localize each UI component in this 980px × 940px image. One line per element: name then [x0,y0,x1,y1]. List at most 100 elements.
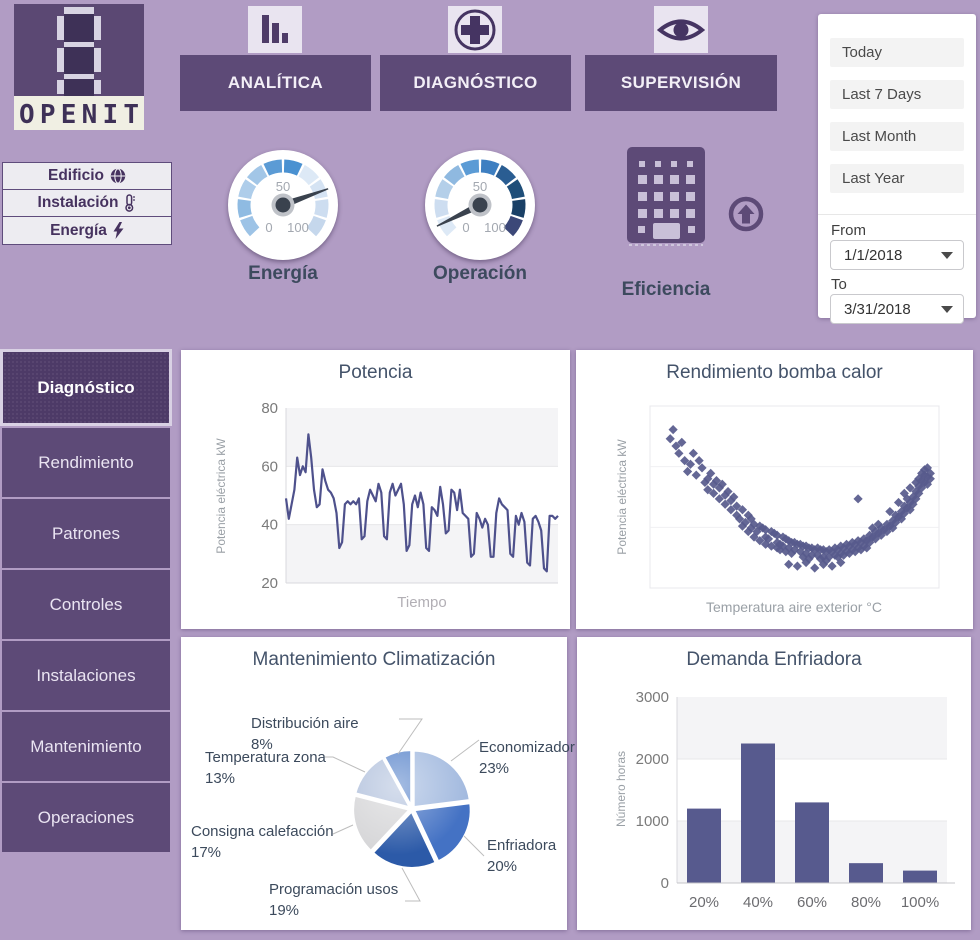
scatter-point [755,536,765,546]
scatter-point [893,497,904,508]
scatter-point [697,463,707,473]
svg-text:0: 0 [462,220,469,235]
svg-text:40: 40 [261,517,278,534]
scatter-point [717,479,727,489]
preset-lastmonth-button[interactable]: Last Month [830,122,964,151]
svg-text:80%: 80% [851,894,881,911]
to-label: To [831,276,847,293]
gauge-segment [246,165,268,186]
pie-leader-line [450,739,480,762]
svg-text:100: 100 [287,220,309,235]
scope-energia-button[interactable]: Energía [3,217,171,244]
lightning-icon [113,222,124,239]
sidebar-item-controles[interactable]: Controles [2,570,170,639]
svg-text:100: 100 [484,220,506,235]
thermometer-icon [125,194,136,212]
nav-diagnostico-button[interactable]: DIAGNÓSTICO [380,55,571,111]
sidebar-item-diagnostico[interactable]: Diagnóstico [0,349,172,426]
scatter-point [867,532,878,542]
scatter-point [873,519,883,529]
gauge-segment [506,179,525,200]
chart-card-demanda: 0 1000 2000 3000 20% 40% 60% 80% 100% Número hora… [577,637,971,930]
scope-instalacion-label: Instalación [37,194,119,211]
gauge-segment [503,215,523,237]
svg-text:3000: 3000 [636,689,669,706]
scatter-point [873,528,883,538]
scatter-point [729,492,739,502]
scatter-point [830,543,840,553]
bar [795,802,829,883]
preset-lastyear-button[interactable]: Last Year [830,164,964,193]
nav-analitica-label: ANALÍTICA [227,73,324,92]
scatter-point [711,476,722,486]
gauge-segment [263,159,283,176]
gauge-segment [309,179,328,200]
from-label: From [831,222,866,239]
nav-supervision-button[interactable]: SUPERVISIÓN [585,55,777,111]
gauge-segment [306,215,326,237]
to-date-select[interactable]: 3/31/2018 [830,294,964,324]
chart-card-rendimiento: Potencia eléctrica kW Temperatura aire ex… [576,350,973,629]
gauge-segment [283,159,303,176]
to-date-value: 3/31/2018 [844,300,911,318]
bar [849,863,883,883]
bar [741,743,775,883]
preset-last7days-button[interactable]: Last 7 Days [830,80,964,109]
pie-label-temperatura-zona: Temperatura zona 13% [205,749,326,787]
sidebar-item-operaciones[interactable]: Operaciones [2,783,170,852]
pie-leader-line [397,718,423,755]
pie-label-economizador: Economizador 23% [479,739,575,777]
from-date-value: 1/1/2018 [844,246,903,264]
pie-label-programacion-usos: Programación usos 19% [269,881,399,919]
scatter-point [888,523,898,533]
svg-text:Temperatura aire exterior °C: Temperatura aire exterior °C [706,599,882,615]
svg-text:80: 80 [261,400,278,417]
scatter-point [917,476,927,486]
from-date-select[interactable]: 1/1/2018 [830,240,964,270]
svg-text:Tiempo: Tiempo [397,594,446,611]
svg-text:2000: 2000 [636,751,669,768]
scope-energia-label: Energía [50,221,107,239]
svg-text:60: 60 [261,458,278,475]
sidebar-item-patrones[interactable]: Patrones [2,499,170,568]
gauge-energia-label: Energía [248,263,318,284]
scatter-point [905,505,915,515]
sidebar-item-instalaciones[interactable]: Instalaciones [2,641,170,710]
scatter-point [905,483,915,493]
logo-digit-8 [57,7,101,96]
scatter-point [841,547,852,557]
globe-icon [110,168,126,184]
svg-text:100%: 100% [901,894,939,911]
preset-today-button[interactable]: Today [830,38,964,67]
nav-analitica-button[interactable]: ANALÍTICA [180,55,371,111]
gauge-segment [460,159,480,176]
scatter-point [891,517,901,528]
bar [903,870,937,883]
gauge-segment [435,179,454,200]
sidebar-item-rendimiento[interactable]: Rendimiento [2,428,170,497]
scope-edificio-button[interactable]: Edificio [3,163,171,190]
scatter-point [899,501,909,511]
pie-label-consigna-calefaccion: Consigna calefacción 17% [191,823,334,861]
gauge-operacion: 50 0 100 [425,150,535,260]
gauge-operacion-label: Operación [433,263,527,284]
bar-chart-icon [248,6,302,53]
svg-text:Potencia eléctrica kW: Potencia eléctrica kW [615,439,629,555]
scatter-point [893,512,904,522]
scatter-point [925,468,935,478]
svg-text:20%: 20% [689,894,719,911]
pie-label-distribucion-aire: Distribución aire 8% [251,715,359,753]
sidebar-item-mantenimiento[interactable]: Mantenimiento [2,712,170,781]
chevron-down-icon [941,305,953,313]
scatter-point [899,488,909,498]
date-filter-panel: Today Last 7 Days Last Month Last Year F… [818,14,976,324]
svg-text:0: 0 [661,875,669,892]
scope-menu: Edificio Instalación Energía [2,162,172,245]
line-series [284,433,559,573]
scatter-point [833,545,843,555]
gauge-segment [298,165,320,186]
app-logo: OPENIT [14,4,144,130]
eye-icon [654,6,708,53]
scope-instalacion-button[interactable]: Instalación [3,190,171,217]
